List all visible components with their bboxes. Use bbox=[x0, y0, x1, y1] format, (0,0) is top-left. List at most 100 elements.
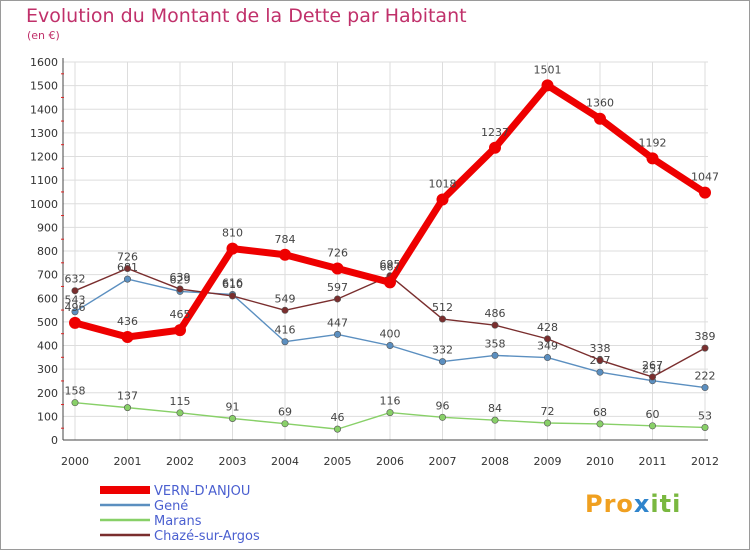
data-point bbox=[281, 420, 289, 428]
data-point bbox=[71, 287, 79, 295]
data-label: 1192 bbox=[639, 136, 667, 149]
y-tick-label: 1100 bbox=[30, 174, 58, 187]
data-point bbox=[436, 193, 449, 206]
data-label: 1501 bbox=[534, 63, 562, 76]
legend-label: Chazé-sur-Argos bbox=[154, 529, 260, 544]
data-label: 389 bbox=[695, 330, 716, 343]
data-label: 1237 bbox=[481, 126, 509, 139]
data-label: 358 bbox=[485, 337, 506, 350]
y-tick-label: 200 bbox=[37, 387, 58, 400]
y-tick-label: 700 bbox=[37, 269, 58, 282]
y-tick-label: 500 bbox=[37, 316, 58, 329]
data-point bbox=[438, 358, 446, 366]
data-label: 158 bbox=[65, 385, 86, 398]
data-label: 512 bbox=[432, 301, 453, 314]
x-tick-label: 2005 bbox=[324, 455, 352, 468]
data-label: 60 bbox=[646, 408, 660, 421]
data-point bbox=[121, 330, 134, 343]
data-point bbox=[124, 404, 132, 412]
data-point bbox=[491, 416, 499, 424]
data-point bbox=[438, 413, 446, 421]
data-point bbox=[333, 295, 341, 303]
y-tick-label: 1000 bbox=[30, 198, 58, 211]
data-point bbox=[646, 152, 659, 165]
data-label: 726 bbox=[117, 250, 138, 263]
data-label: 486 bbox=[485, 307, 506, 320]
data-label: 267 bbox=[642, 359, 663, 372]
chart-unit: (en €) bbox=[27, 29, 60, 42]
data-point bbox=[648, 422, 656, 430]
data-point bbox=[543, 354, 551, 362]
y-tick-label: 1400 bbox=[30, 103, 58, 116]
y-tick-label: 100 bbox=[37, 410, 58, 423]
data-label: 116 bbox=[380, 395, 401, 408]
data-label: 72 bbox=[541, 405, 555, 418]
legend-label: Gené bbox=[154, 499, 188, 514]
legend-label: VERN-D'ANJOU bbox=[154, 484, 250, 499]
y-tick-label: 400 bbox=[37, 340, 58, 353]
data-label: 416 bbox=[275, 324, 296, 337]
data-label: 549 bbox=[275, 292, 296, 305]
x-tick-label: 2010 bbox=[586, 455, 614, 468]
data-point bbox=[596, 356, 604, 364]
data-point bbox=[229, 292, 237, 300]
data-label: 251 bbox=[642, 363, 663, 376]
data-label: 68 bbox=[593, 406, 607, 419]
data-point bbox=[438, 315, 446, 323]
y-tick-label: 900 bbox=[37, 221, 58, 234]
data-label: 639 bbox=[170, 271, 191, 284]
data-label: 726 bbox=[327, 246, 348, 259]
data-point bbox=[701, 344, 709, 352]
data-label: 695 bbox=[380, 258, 401, 271]
data-point bbox=[331, 262, 344, 275]
data-point bbox=[281, 338, 289, 346]
data-label: 91 bbox=[226, 401, 240, 414]
legend-label: Marans bbox=[154, 514, 202, 529]
data-label: 543 bbox=[65, 294, 86, 307]
data-point bbox=[124, 264, 132, 272]
data-label: 810 bbox=[222, 227, 243, 240]
data-point bbox=[176, 409, 184, 417]
data-label: 616 bbox=[222, 276, 243, 289]
data-point bbox=[491, 351, 499, 359]
data-label: 46 bbox=[331, 411, 345, 424]
data-point bbox=[386, 341, 394, 349]
x-tick-label: 2002 bbox=[166, 455, 194, 468]
data-point bbox=[176, 285, 184, 293]
data-point bbox=[386, 409, 394, 417]
data-point bbox=[491, 321, 499, 329]
y-tick-label: 800 bbox=[37, 245, 58, 258]
data-label: 53 bbox=[698, 409, 712, 422]
x-tick-label: 2000 bbox=[61, 455, 89, 468]
x-tick-label: 2008 bbox=[481, 455, 509, 468]
data-label: 1047 bbox=[691, 171, 719, 184]
data-point bbox=[333, 425, 341, 433]
data-label: 84 bbox=[488, 402, 502, 415]
data-point bbox=[543, 419, 551, 427]
y-tick-label: 1300 bbox=[30, 127, 58, 140]
data-label: 115 bbox=[170, 395, 191, 408]
data-label: 629 bbox=[170, 273, 191, 286]
x-tick-label: 2003 bbox=[219, 455, 247, 468]
data-point bbox=[226, 242, 239, 255]
data-point bbox=[596, 420, 604, 428]
x-tick-label: 2007 bbox=[429, 455, 457, 468]
y-tick-label: 1200 bbox=[30, 151, 58, 164]
data-point bbox=[594, 112, 606, 125]
data-point bbox=[333, 330, 341, 338]
data-point bbox=[489, 141, 501, 154]
data-point bbox=[384, 276, 396, 289]
data-point bbox=[174, 324, 186, 337]
chart-title: Evolution du Montant de la Dette par Hab… bbox=[26, 5, 467, 27]
data-label: 436 bbox=[117, 315, 138, 328]
data-point bbox=[701, 423, 709, 431]
data-point bbox=[124, 275, 132, 283]
x-tick-label: 2004 bbox=[271, 455, 299, 468]
data-label: 338 bbox=[590, 342, 611, 355]
data-point bbox=[648, 373, 656, 381]
data-label: 1018 bbox=[429, 177, 457, 190]
data-label: 137 bbox=[117, 390, 138, 403]
y-tick-label: 1500 bbox=[30, 80, 58, 93]
data-point bbox=[71, 399, 79, 407]
